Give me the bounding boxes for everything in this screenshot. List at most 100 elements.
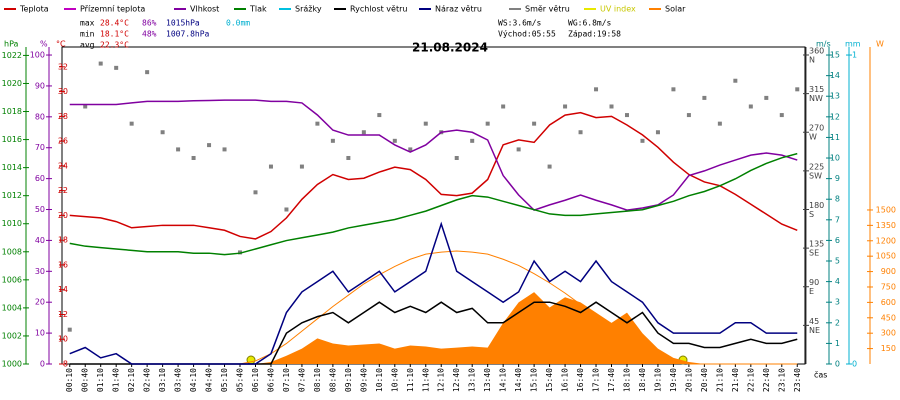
y-tick-label: 0 xyxy=(852,360,857,369)
y-tick-label: 1016 xyxy=(2,135,22,144)
y-tick-label: 4 xyxy=(835,277,840,286)
x-tick-label: 20:40 xyxy=(700,368,709,392)
y-tick-label: 135 xyxy=(809,240,824,249)
series-line xyxy=(69,99,798,211)
direction-point xyxy=(594,87,599,92)
direction-point xyxy=(516,147,521,152)
y-tick-label: 0 xyxy=(835,360,840,369)
axis-unit: W xyxy=(876,40,884,49)
direction-point xyxy=(207,143,212,148)
x-tick-label: 23:40 xyxy=(793,368,802,392)
y-tick-label: 14 xyxy=(830,71,840,80)
stats-value: 18.1°C xyxy=(100,30,129,39)
legend-label: Vlhkost xyxy=(190,5,219,14)
direction-point xyxy=(779,113,784,118)
compass-label: SW xyxy=(809,171,822,180)
compass-label: W xyxy=(809,133,817,142)
x-tick-label: 06:10 xyxy=(251,368,260,392)
y-tick-label: 11 xyxy=(830,133,840,142)
legend-label: Srážky xyxy=(295,5,322,14)
direction-point xyxy=(346,155,351,160)
y-tick-label: 6 xyxy=(835,236,840,245)
direction-point xyxy=(299,164,304,169)
legend-label: Tlak xyxy=(249,5,267,14)
y-tick-label: 1010 xyxy=(2,219,22,228)
y-tick-label: 24 xyxy=(58,161,68,170)
x-tick-label: 14:10 xyxy=(499,368,508,392)
direction-point xyxy=(408,147,413,152)
direction-point xyxy=(114,65,119,70)
x-tick-label: 21:40 xyxy=(731,368,740,392)
legend-label: Solar xyxy=(665,5,686,14)
x-tick-label: 04:40 xyxy=(205,368,214,392)
x-tick-label: 20:10 xyxy=(684,368,693,392)
x-tick-label: 09:10 xyxy=(344,368,353,392)
direction-point xyxy=(563,104,568,109)
y-tick-label: 3 xyxy=(835,298,840,307)
y-tick-label: 1014 xyxy=(2,163,22,172)
x-tick-label: 17:40 xyxy=(607,368,616,392)
x-tick-label: 12:40 xyxy=(452,368,461,392)
y-tick-label: 16 xyxy=(58,260,68,269)
direction-point xyxy=(129,121,134,126)
compass-label: NW xyxy=(809,94,823,103)
y-tick-label: 1002 xyxy=(2,331,22,340)
y-tick-label: 600 xyxy=(881,298,896,307)
legend-label: Teplota xyxy=(19,5,49,14)
direction-point xyxy=(547,164,552,169)
direction-point xyxy=(454,155,459,160)
direction-point xyxy=(83,104,88,109)
compass-label: N xyxy=(809,55,815,64)
direction-point xyxy=(253,190,258,195)
y-tick-label: 0 xyxy=(40,360,45,369)
direction-point xyxy=(423,121,428,126)
y-tick-label: 225 xyxy=(809,162,824,171)
stats-value: 1015hPa xyxy=(166,19,200,28)
direction-point xyxy=(624,113,629,118)
x-tick-label: 13:10 xyxy=(468,368,477,392)
direction-point xyxy=(98,61,103,66)
x-tick-label: 01:40 xyxy=(112,368,121,392)
direction-point xyxy=(145,70,150,75)
direction-point xyxy=(764,95,769,100)
y-tick-label: 1000 xyxy=(2,360,22,369)
axis-unit: mm xyxy=(845,40,861,49)
x-tick-label: 15:10 xyxy=(530,368,539,392)
stats-label: max xyxy=(80,19,95,28)
series-line xyxy=(69,221,798,365)
direction-point xyxy=(284,207,289,212)
y-tick-label: 750 xyxy=(881,282,896,291)
series-line xyxy=(69,111,798,240)
y-tick-label: 1 xyxy=(835,339,840,348)
y-tick-label: 1200 xyxy=(876,236,896,245)
x-tick-label: 02:10 xyxy=(127,368,136,392)
direction-point xyxy=(330,138,335,143)
y-tick-label: 150 xyxy=(881,344,896,353)
wind-stat: WS:3.6m/s xyxy=(498,19,542,28)
y-tick-label: 12 xyxy=(58,310,68,319)
y-tick-label: 30 xyxy=(58,87,68,96)
stats-value: 28.4°C xyxy=(100,19,129,28)
y-tick-label: 1022 xyxy=(2,51,22,60)
direction-point xyxy=(315,121,320,126)
x-tick-label: 03:10 xyxy=(158,368,167,392)
y-tick-label: 80 xyxy=(35,112,45,121)
y-tick-label: 5 xyxy=(835,257,840,266)
y-tick-label: 1006 xyxy=(2,275,22,284)
x-tick-label: 21:10 xyxy=(715,368,724,392)
y-tick-label: 15 xyxy=(830,51,840,60)
direction-point xyxy=(733,78,738,83)
x-tick-label: 05:40 xyxy=(236,368,245,392)
y-tick-label: 60 xyxy=(35,174,45,183)
y-tick-label: 20 xyxy=(58,211,68,220)
stats-label: min xyxy=(80,30,95,39)
direction-point xyxy=(67,327,72,332)
direction-point xyxy=(532,121,537,126)
y-tick-label: 30 xyxy=(35,267,45,276)
compass-label: S xyxy=(809,210,814,219)
x-tick-label: 08:10 xyxy=(313,368,322,392)
x-tick-label: 00:10 xyxy=(65,368,74,392)
legend-label: Směr větru xyxy=(525,5,570,14)
y-tick-label: 70 xyxy=(35,143,45,152)
y-tick-label: 20 xyxy=(35,298,45,307)
